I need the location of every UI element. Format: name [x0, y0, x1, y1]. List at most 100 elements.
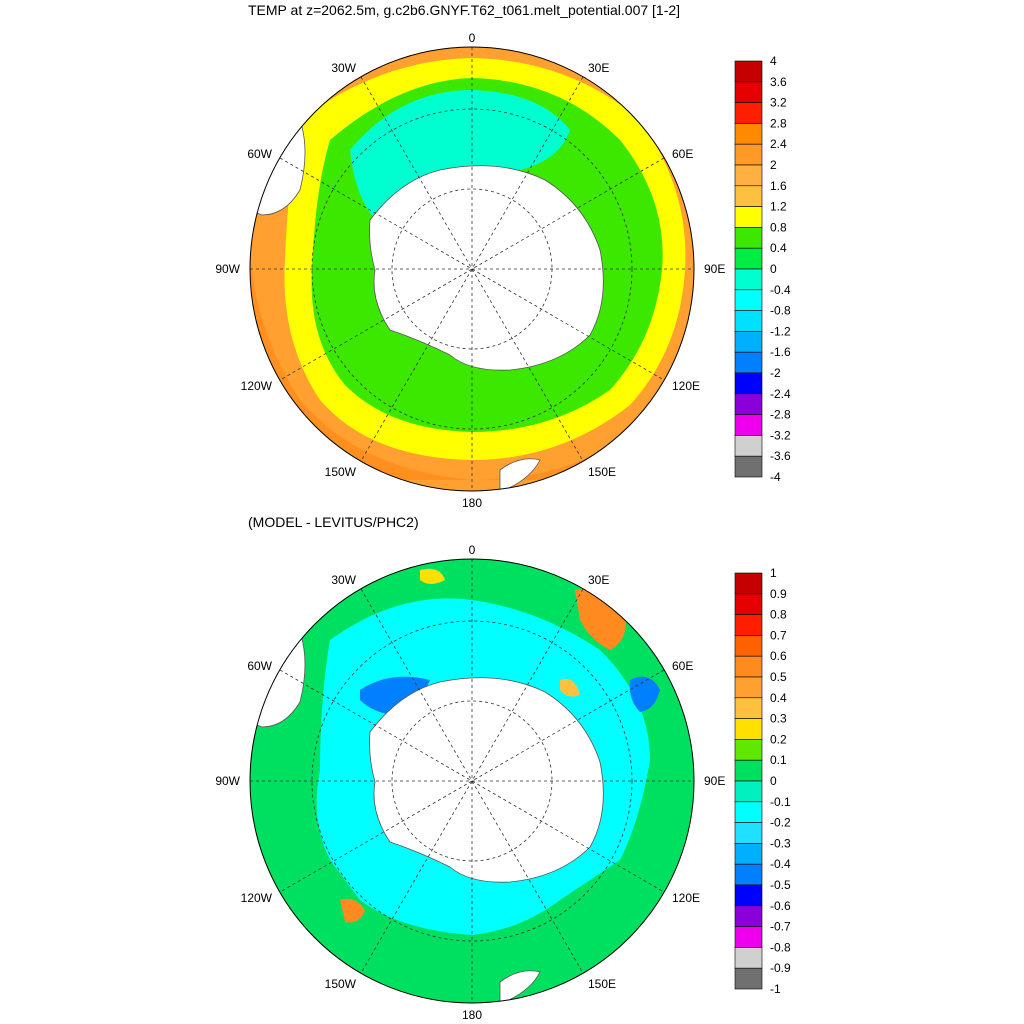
colorbar-swatch [734, 697, 763, 719]
colorbar-label: 2.4 [770, 137, 787, 151]
bottom-panel-title: (MODEL - LEVITUS/PHC2) [248, 514, 419, 530]
colorbar-label: 0.8 [770, 608, 787, 622]
colorbar-swatch [734, 572, 763, 595]
colorbar-label: -0.5 [770, 878, 791, 892]
colorbar-label: -1 [770, 982, 781, 996]
top-label-150e: 150E [588, 465, 616, 479]
colorbar-swatch [734, 780, 763, 803]
colorbar-swatch [734, 164, 763, 187]
colorbar-swatch [734, 926, 763, 948]
colorbar-swatch [734, 331, 763, 353]
top-label-60w: 60W [247, 147, 272, 161]
bottom-map-yellow-patch-n [420, 568, 445, 584]
colorbar-swatch [734, 655, 763, 678]
colorbar-label: 1.6 [770, 179, 787, 193]
colorbar-label: 2.8 [770, 116, 787, 130]
colorbar-swatch [734, 884, 763, 907]
colorbar-swatch [734, 739, 763, 761]
colorbar-label: -3.6 [770, 449, 791, 463]
top-label-120w: 120W [241, 379, 273, 393]
colorbar-label: 0 [770, 774, 777, 788]
bottom-label-90w: 90W [215, 774, 240, 788]
colorbar-label: 1.2 [770, 200, 787, 214]
colorbar-swatch [734, 718, 763, 740]
colorbar-label: 0.4 [770, 691, 787, 705]
colorbar-swatch [734, 843, 763, 865]
bottom-map-orange-patch-sw [340, 898, 365, 923]
colorbar-label: -4 [770, 470, 781, 484]
top-label-120e: 120E [672, 379, 700, 393]
bottom-colorbar: 1 0.9 0.8 0.7 0.6 0.5 0.4 0.3 0.2 0.1 0 -0.1 -0.2 -0.… [734, 566, 791, 996]
colorbar-swatch [734, 863, 763, 886]
colorbar-swatch [734, 185, 763, 207]
colorbar-label: -1.2 [770, 324, 791, 338]
bottom-label-60e: 60E [672, 659, 693, 673]
top-label-90w: 90W [215, 262, 240, 276]
colorbar-label: -0.4 [770, 283, 791, 297]
colorbar-label: -0.9 [770, 961, 791, 975]
bottom-map-outline [249, 558, 695, 1004]
colorbar-swatch [734, 414, 763, 436]
colorbar-label: -2.8 [770, 408, 791, 422]
colorbar-label: -0.4 [770, 857, 791, 871]
colorbar-swatch [734, 801, 763, 823]
colorbar-label: -0.3 [770, 836, 791, 850]
colorbar-label: -1.6 [770, 345, 791, 359]
colorbar-label: -0.1 [770, 795, 791, 809]
bottom-label-60w: 60W [247, 659, 272, 673]
colorbar-swatch [734, 676, 763, 699]
bottom-map: 0 180 90W 90E 30W 60W 30E 60E 120W 150W … [215, 543, 725, 1022]
top-map: 0 180 90W 90E 30W 60W 30E 60E 120W 150W … [215, 31, 725, 510]
colorbar-swatch [734, 967, 763, 990]
colorbar-swatch [734, 455, 763, 478]
colorbar-label: -0.2 [770, 816, 791, 830]
bottom-map-graticule [250, 559, 694, 1003]
colorbar-swatch [734, 81, 763, 103]
colorbar-swatch [734, 102, 763, 124]
colorbar-swatch [734, 310, 763, 332]
top-map-graticule [250, 47, 694, 491]
bottom-label-150w: 150W [325, 977, 357, 991]
colorbar-label: 0 [770, 262, 777, 276]
colorbar-label: -0.7 [770, 920, 791, 934]
colorbar-label: 0.9 [770, 587, 787, 601]
colorbar-swatch [734, 123, 763, 145]
colorbar-label: -0.6 [770, 899, 791, 913]
bottom-label-0: 0 [469, 543, 476, 557]
colorbar-swatch [734, 435, 763, 457]
colorbar-swatch [734, 614, 763, 636]
bottom-label-90e: 90E [704, 774, 725, 788]
colorbar-label: 0.6 [770, 649, 787, 663]
colorbar-swatch [734, 247, 763, 270]
colorbar-label: 0.7 [770, 628, 787, 642]
colorbar-swatch [734, 143, 763, 166]
colorbar-swatch [734, 372, 763, 395]
colorbar-label: -2.4 [770, 387, 791, 401]
colorbar-swatch [734, 393, 763, 415]
colorbar-label: 4 [770, 54, 777, 68]
colorbar-swatch [734, 593, 763, 615]
colorbar-label: 0.5 [770, 670, 787, 684]
colorbar-swatch [734, 289, 763, 311]
top-label-30w: 30W [331, 61, 356, 75]
bottom-map-yellow-patch [560, 679, 580, 697]
colorbar-label: 0.2 [770, 732, 787, 746]
colorbar-label: -0.8 [770, 304, 791, 318]
colorbar-swatch [734, 905, 763, 927]
colorbar-label: -2 [770, 366, 781, 380]
colorbar-label: 0.4 [770, 241, 787, 255]
colorbar-label: 0.1 [770, 753, 787, 767]
top-colorbar: 4 3.6 3.2 2.8 2.4 2 1.6 1.2 0.8 0.4 0 -0.4 -0.8 -1.2 -… [734, 54, 791, 484]
colorbar-swatch [734, 60, 763, 83]
bottom-label-30w: 30W [331, 573, 356, 587]
top-label-60e: 60E [672, 147, 693, 161]
bottom-label-120w: 120W [241, 891, 273, 905]
top-label-90e: 90E [704, 262, 725, 276]
colorbar-label: -3.2 [770, 428, 791, 442]
top-label-180: 180 [462, 496, 482, 510]
colorbar-swatch [734, 351, 763, 374]
top-label-30e: 30E [588, 61, 609, 75]
top-map-outline [249, 46, 695, 492]
colorbar-label: 3.6 [770, 75, 787, 89]
